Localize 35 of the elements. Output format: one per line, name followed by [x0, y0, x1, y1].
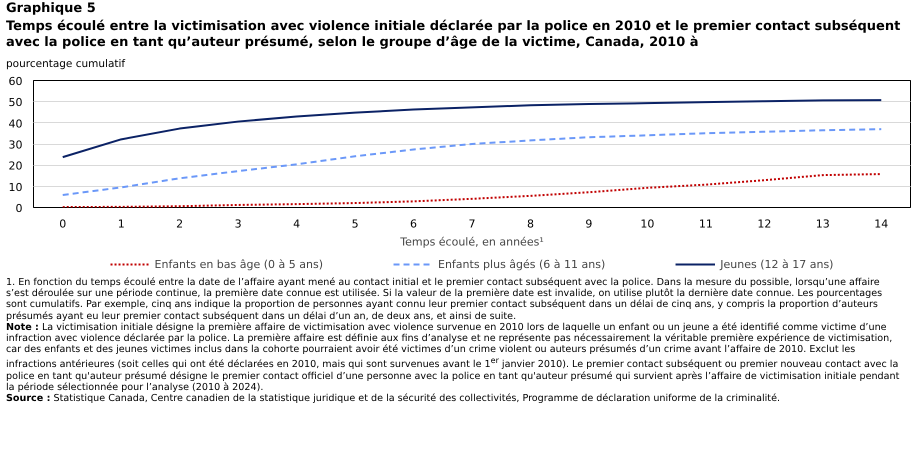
y-axis-title: pourcentage cumulatif [6, 56, 126, 72]
y-tick-label: 20 [8, 160, 23, 173]
chart-title: Graphique 5 [6, 0, 97, 18]
x-tick-label: 1 [118, 218, 125, 230]
x-tick-label: 11 [698, 218, 713, 230]
x-tick-label: 6 [410, 218, 418, 230]
y-tick-label: 30 [8, 138, 23, 152]
x-tick-label: 8 [526, 218, 534, 230]
x-tick-label: 5 [352, 218, 359, 230]
y-tick-label: 50 [8, 96, 23, 110]
legend-label: Jeunes (12 à 17 ans) [720, 258, 834, 270]
line-series [62, 173, 882, 208]
x-tick-label: 2 [176, 218, 184, 230]
legend-label: Enfants en bas âge (0 à 5 ans) [154, 258, 324, 270]
line-series [62, 128, 882, 196]
line-series [62, 99, 882, 158]
legend-label: Enfants plus âgés (6 à 11 ans) [438, 258, 606, 270]
x-tick-label: 12 [757, 218, 772, 230]
x-tick-label: 14 [874, 218, 888, 230]
text: 1. En fonction du temps écoulé entre la date de l’affaire ayant mené au contact initial et le premier contact subséquent avec la police. Dans la mesure du possible, lorsqu’une affaire s’est déroulée sur une période continue, la première date connue est utilisée. Si la valeur de la première date est invalide, on utilise plutôt la dernière date connue. Les pourcentages sont cumulatifs. Par exemple, cinq ans indique la proportion de personnes ayant connu leur premier contact subséquent dans un délai de cinq ans, y compris la proportion d’auteurs présumés ayant eu leur premier contact subséquent dans un délai d’un an, de deux ans, et ainsi de suite. [6, 277, 884, 322]
y-tick-label: 10 [8, 180, 23, 194]
x-tick-label: 4 [293, 218, 300, 230]
chart-subtitle: Temps écoulé entre la victimisation avec violence initiale déclarée par la police en 2010 et le premier contact subséquent avec la police en tant qu’auteur présumé, selon le groupe d’âge de la victime, Canada, 2010 à [6, 18, 902, 51]
x-tick-label: 13 [816, 218, 830, 230]
x-tick-label: 0 [59, 218, 66, 230]
x-tick-label: 3 [234, 218, 242, 230]
text: Note : La victimisation initiale désigne la première affaire de victimisation avec violence survenue en 2010 lors de laquelle un enfant ou un jeune a été identifié comme victime d’une infraction avec violence déclarée par la police. La première affaire est définie aux fins d’analyse et ne représente pas nécessairement la véritable première expérience de victimisation, car des enfants et des jeunes victimes inclus dans la cohorte pourraient avoir été victimes d’un crime violent ou auteurs présumés d’un crime avant l’affaire de 2010. Exclut les infractions antérieures (soit celles qui ont été déclarées en 2010, mais qui sont survenues avant le 1$^{er}$ janvier 2010). Le premier contact subséquent ou premier nouveau contact avec la police en tant qu'auteur présumé désigne le premier contact officiel d’une personne avec la police en tant qu'auteur présumé qui survient après l’affaire de victimisation initiale pendant la période sélectionnée pour l’analyse (2010 à 2024). [6, 322, 900, 394]
x-axis-title: Temps écoulé, en années¹ [399, 236, 544, 248]
source-note: Source : Statistique Canada, Centre canadien de la statistique juridique et de la sécurité des collectivités, Programme de déclaration uniforme de la criminalité. [6, 393, 782, 404]
x-tick-label: 9 [585, 218, 592, 230]
y-tick-label: 40 [8, 117, 23, 130]
x-tick-label: 10 [640, 218, 654, 230]
y-tick-label: 0 [16, 202, 22, 215]
x-tick-label: 7 [468, 218, 476, 230]
y-tick-label: 60 [8, 75, 23, 88]
